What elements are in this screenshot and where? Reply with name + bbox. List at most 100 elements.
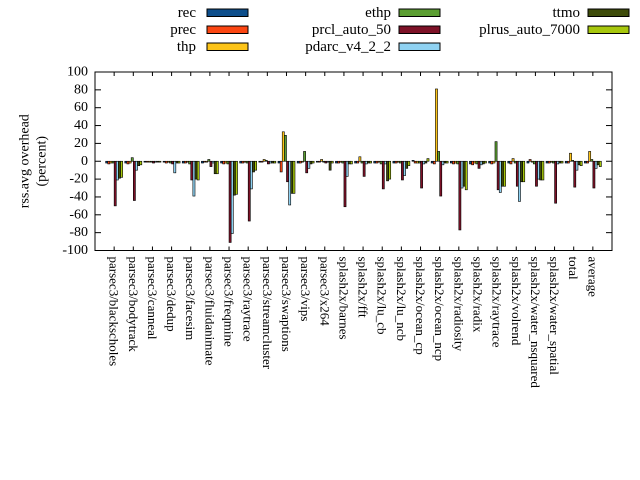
x-tick-label: splash2x/radix — [470, 257, 485, 333]
bar-plrus_auto_7000 — [579, 160, 583, 167]
bar-pdarc_v4_2_2 — [575, 160, 579, 171]
bar-prec — [203, 160, 206, 163]
bar-pdarc_v4_2_2 — [479, 160, 483, 166]
bar-prec — [528, 159, 532, 162]
bar-rec — [430, 160, 434, 164]
bar-ttmo — [347, 160, 351, 165]
bar-prcl_auto_50 — [496, 160, 500, 191]
legend-label: pdarc_v4_2_2 — [305, 39, 391, 55]
bar-rec — [105, 160, 109, 164]
bar-thp — [186, 160, 189, 163]
x-tick-label: parsec3/facesim — [183, 257, 198, 341]
bar-plrus_auto_7000 — [311, 160, 315, 164]
bar-prcl_auto_50 — [381, 160, 385, 190]
bar-rec — [162, 160, 166, 163]
bar-ethp — [475, 160, 479, 165]
bar-pdarc_v4_2_2 — [556, 160, 560, 165]
x-tick-label: parsec3/fluidanimate — [202, 257, 217, 366]
x-tick-label: splash2x/raytrace — [490, 257, 505, 348]
bar-ethp — [226, 160, 230, 165]
bar-pdarc_v4_2_2 — [307, 160, 311, 169]
bar-prec — [586, 160, 589, 164]
bar-pdarc_v4_2_2 — [537, 160, 540, 180]
bar-prcl_auto_50 — [573, 160, 577, 188]
bar-ttmo — [156, 160, 160, 163]
bar-ttmo — [367, 160, 370, 164]
bar-pdarc_v4_2_2 — [345, 160, 349, 177]
bar-prec — [509, 160, 513, 165]
bar-thp — [530, 160, 534, 163]
bar-thp — [320, 159, 323, 162]
bar-plrus_auto_7000 — [445, 160, 449, 164]
bar-rec — [335, 160, 338, 164]
bar-ethp — [188, 160, 192, 165]
bar-ttmo — [405, 160, 409, 169]
bar-ttmo — [558, 160, 562, 164]
bar-prec — [184, 160, 187, 164]
bar-thp — [224, 160, 228, 164]
bar-thp — [569, 152, 572, 162]
bar-rec — [354, 160, 357, 164]
y-axis-label: rss.avg overhead — [18, 114, 33, 208]
bar-prcl_auto_50 — [458, 160, 462, 231]
x-tick-label: parsec3/dedup — [164, 257, 179, 332]
y-tick-label: -100 — [62, 243, 88, 258]
bar-plrus_auto_7000 — [541, 160, 545, 181]
x-tick-label: parsec3/bodytrack — [126, 257, 141, 353]
bar-plrus_auto_7000 — [369, 160, 372, 164]
bar-thp — [435, 88, 438, 162]
bar-thp — [358, 156, 362, 162]
bar-thp — [377, 160, 381, 163]
bar-plrus_auto_7000 — [177, 160, 181, 164]
bar-thp — [511, 158, 515, 162]
bar-ttmo — [194, 160, 198, 180]
x-tick-label: total — [566, 257, 581, 280]
bar-ttmo — [137, 160, 140, 167]
bar-ethp — [111, 160, 115, 164]
bar-thp — [588, 151, 592, 162]
bar-prec — [164, 160, 168, 164]
bar-rec — [545, 160, 549, 164]
bar-prcl_auto_50 — [362, 160, 366, 177]
bar-plrus_auto_7000 — [407, 160, 411, 167]
x-tick-label: average — [585, 257, 600, 298]
y-tick-label: -20 — [69, 172, 88, 187]
bar-plrus_auto_7000 — [235, 160, 238, 195]
x-tick-label: splash2x/lu_cb — [375, 257, 390, 335]
x-tick-label: parsec3/streamcluster — [260, 257, 275, 370]
bar-thp — [339, 160, 343, 163]
bar-pdarc_v4_2_2 — [115, 160, 119, 181]
bar-prec — [394, 160, 398, 164]
legend-swatch — [398, 8, 441, 17]
bar-pdarc_v4_2_2 — [269, 160, 272, 164]
legend-label: ethp — [365, 5, 391, 21]
bar-rec — [469, 160, 472, 165]
bar-rec — [507, 160, 511, 164]
x-tick-label: parsec3/swaptions — [279, 257, 294, 352]
bar-plrus_auto_7000 — [158, 160, 162, 163]
x-tick-label: parsec3/x264 — [317, 257, 332, 327]
bar-rec — [239, 160, 243, 164]
legend-swatch — [587, 8, 630, 17]
bar-ttmo — [328, 160, 332, 171]
bar-ttmo — [252, 160, 255, 173]
bar-thp — [396, 160, 400, 163]
bar-plrus_auto_7000 — [330, 160, 334, 164]
bar-prcl_auto_50 — [592, 160, 596, 189]
x-tick-label: parsec3/raytrace — [241, 257, 256, 342]
bar-thp — [205, 160, 209, 163]
bar-prcl_auto_50 — [477, 160, 481, 169]
bar-plrus_auto_7000 — [350, 160, 353, 165]
bar-thp — [262, 159, 266, 162]
bar-thp — [415, 160, 419, 164]
y-tick-label: 80 — [74, 82, 88, 97]
bar-ethp — [571, 160, 575, 162]
bar-ttmo — [271, 160, 275, 164]
y-tick-label: 100 — [67, 65, 88, 80]
y-tick-label: 0 — [81, 154, 88, 169]
bar-prec — [432, 160, 436, 165]
bar-pdarc_v4_2_2 — [403, 160, 406, 176]
bar-plrus_auto_7000 — [254, 160, 258, 171]
